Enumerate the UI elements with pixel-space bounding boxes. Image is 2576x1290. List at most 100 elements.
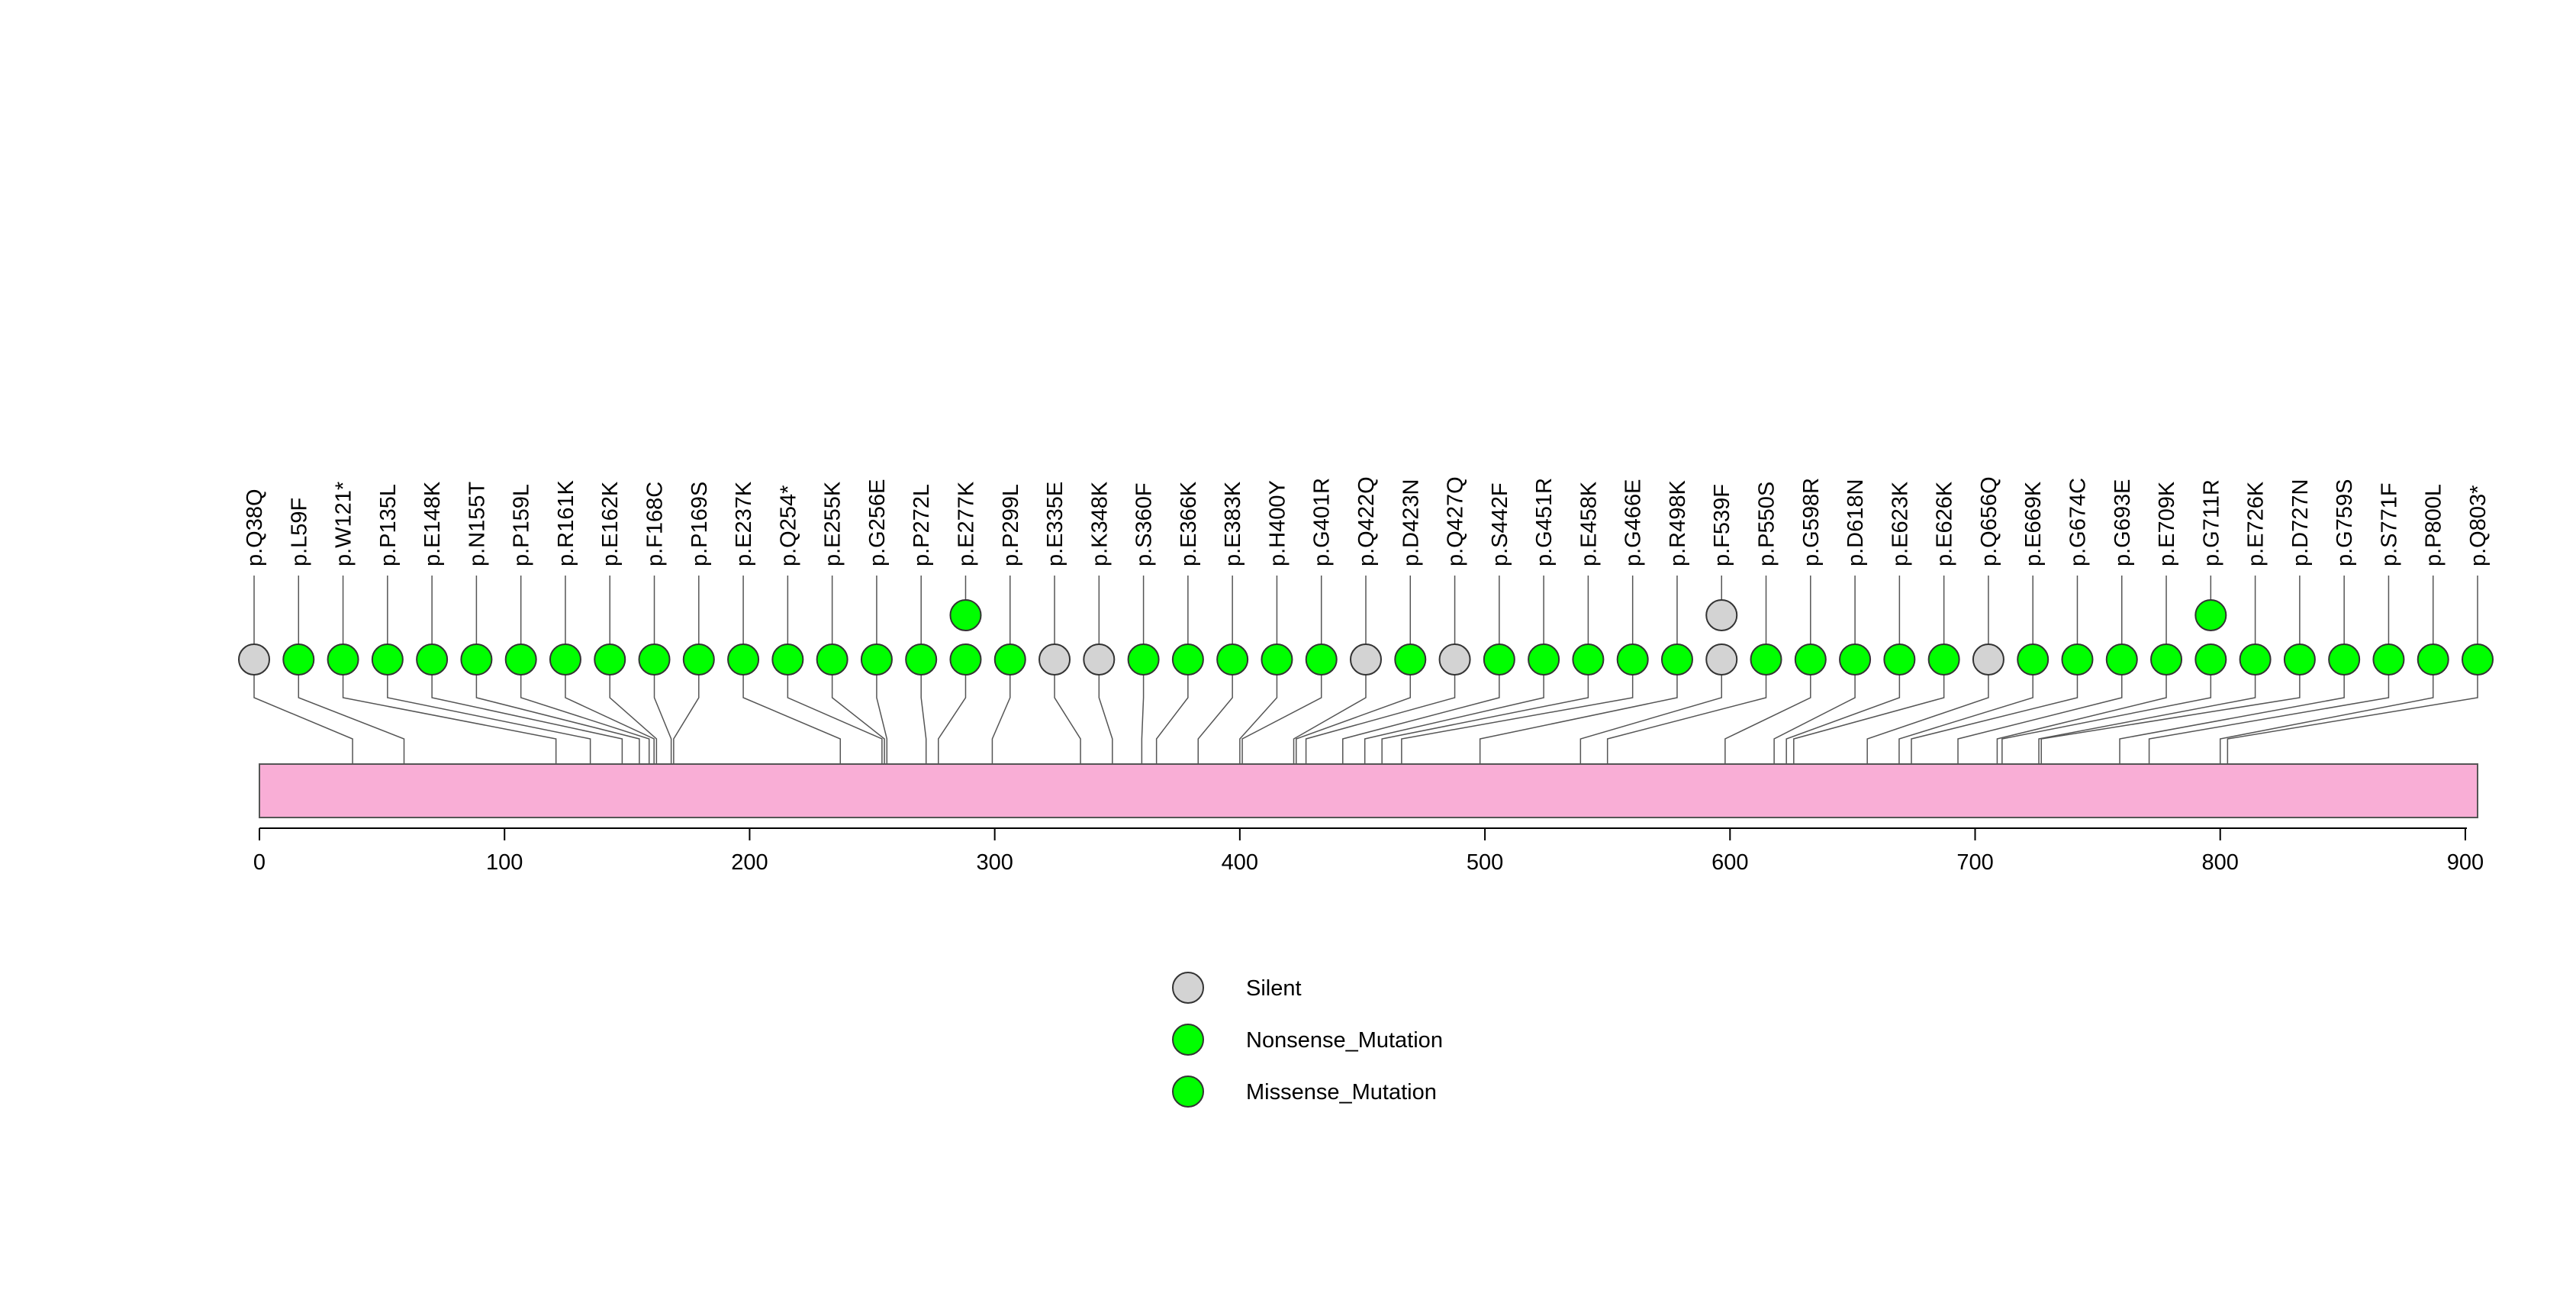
mutation-label: p.P169S	[687, 482, 712, 566]
mutation-point-silent	[1083, 643, 1116, 676]
mutation-point-nonsense	[2462, 643, 2494, 676]
mutation-point-missense	[2017, 643, 2050, 676]
mutation-label: p.R498K	[1666, 479, 1690, 566]
connector-line	[2219, 660, 2434, 764]
mutation-point-missense	[638, 643, 671, 676]
mutation-label: p.F168C	[643, 482, 668, 566]
connector-line	[1364, 660, 1544, 764]
connector-line	[520, 660, 650, 764]
connector-line	[298, 660, 405, 764]
mutation-point-missense	[860, 643, 893, 676]
connector-line	[831, 660, 885, 764]
mutation-point-missense	[371, 643, 404, 676]
mutation-label: p.E383K	[1221, 481, 1245, 566]
mutation-point-missense	[1794, 643, 1827, 676]
mutation-point-missense	[727, 643, 760, 676]
mutation-point-missense	[2194, 599, 2227, 631]
mutation-point-missense	[1305, 643, 1338, 676]
mutation-label: p.P299L	[999, 484, 1023, 566]
mutation-point-silent	[238, 643, 270, 676]
mutation-label: p.G759S	[2333, 479, 2357, 566]
mutation-label: p.D727N	[2288, 479, 2313, 566]
mutation-label: p.E458K	[1576, 481, 1601, 566]
mutation-label: p.E726K	[2244, 481, 2268, 566]
mutation-point-missense	[1883, 643, 1916, 676]
x-tick-label: 300	[976, 850, 1013, 875]
mutation-label: p.H400Y	[1265, 480, 1290, 566]
connector-line	[1293, 660, 1367, 764]
mutation-label: p.K348K	[1087, 481, 1112, 566]
mutation-point-missense	[2283, 643, 2316, 676]
connector-line	[938, 660, 967, 764]
mutation-point-silent	[1350, 643, 1382, 676]
mutation-point-missense	[2417, 643, 2449, 676]
connector-line	[1957, 660, 2123, 764]
connector-line	[673, 660, 700, 764]
connector-line	[1785, 660, 1901, 764]
connector-line	[742, 660, 842, 764]
mutation-label: p.E335E	[1043, 482, 1067, 566]
connector-line	[1898, 660, 2033, 764]
legend-label-nonsense: Nonsense_Mutation	[1246, 1028, 1443, 1053]
connector-line	[1054, 660, 1081, 764]
mutation-point-missense	[1127, 643, 1160, 676]
mutation-point-missense	[282, 643, 315, 676]
mutation-point-missense	[1839, 643, 1872, 676]
mutation-label: p.E237K	[732, 481, 756, 566]
mutation-point-missense	[460, 643, 493, 676]
mutation-label: p.R161K	[554, 479, 578, 566]
mutation-point-nonsense	[771, 643, 804, 676]
x-tick-label: 200	[731, 850, 768, 875]
x-tick-label: 900	[2447, 850, 2484, 875]
mutation-point-nonsense	[327, 643, 359, 676]
mutation-point-missense	[949, 643, 982, 676]
mutation-label: p.N155T	[465, 481, 489, 566]
mutation-label: p.E255K	[821, 481, 845, 566]
x-tick-label: 400	[1222, 850, 1258, 875]
mutation-point-missense	[993, 643, 1026, 676]
mutation-point-missense	[1528, 643, 1560, 676]
mutation-label: p.G451R	[1532, 478, 1557, 566]
mutation-label: p.Q427Q	[1444, 476, 1468, 566]
connector-line	[1793, 660, 1945, 764]
mutation-label: p.E277K	[954, 481, 978, 566]
mutation-point-silent	[1705, 643, 1738, 676]
mutation-label: p.Q422Q	[1354, 476, 1379, 566]
mutation-label: p.F539F	[1710, 484, 1734, 566]
mutation-label: p.G693E	[2111, 479, 2135, 566]
connector-line	[2227, 660, 2478, 764]
mutation-label: p.P800L	[2422, 484, 2446, 566]
mutation-point-missense	[1394, 643, 1427, 676]
connector-line	[342, 660, 557, 764]
connector-line	[2038, 660, 2256, 764]
mutation-label: p.G256E	[865, 479, 890, 566]
connector-line	[1724, 660, 1811, 764]
mutation-point-missense	[1660, 643, 1693, 676]
mutation-point-missense	[2061, 643, 2094, 676]
mutation-point-missense	[1616, 643, 1649, 676]
connector-line	[1305, 660, 1456, 764]
mutation-point-missense	[905, 643, 938, 676]
connector-line	[1773, 660, 1856, 764]
mutation-point-missense	[2105, 643, 2138, 676]
connector-line	[1911, 660, 2079, 764]
legend-swatch-silent	[1172, 972, 1204, 1004]
connector-line	[565, 660, 655, 764]
legend-swatch-missense	[1172, 1076, 1204, 1108]
mutation-label: p.P550S	[1755, 482, 1779, 566]
x-tick-label: 700	[1956, 850, 1993, 875]
connector-line	[2001, 660, 2212, 764]
mutation-label: p.G711R	[2199, 479, 2223, 566]
mutation-label: p.P272L	[910, 484, 934, 566]
mutation-label: p.E162K	[598, 481, 623, 566]
x-tick-label: 100	[486, 850, 523, 875]
mutation-point-missense	[1261, 643, 1293, 676]
connector-line	[2119, 660, 2345, 764]
mutation-point-missense	[2194, 643, 2227, 676]
mutation-point-missense	[549, 643, 581, 676]
mutation-label: p.Q656Q	[1977, 476, 2001, 566]
mutation-label: p.Q38Q	[243, 489, 267, 566]
mutation-point-missense	[2239, 643, 2272, 676]
mutation-label: p.D618N	[1843, 479, 1868, 566]
connector-line	[387, 660, 591, 764]
